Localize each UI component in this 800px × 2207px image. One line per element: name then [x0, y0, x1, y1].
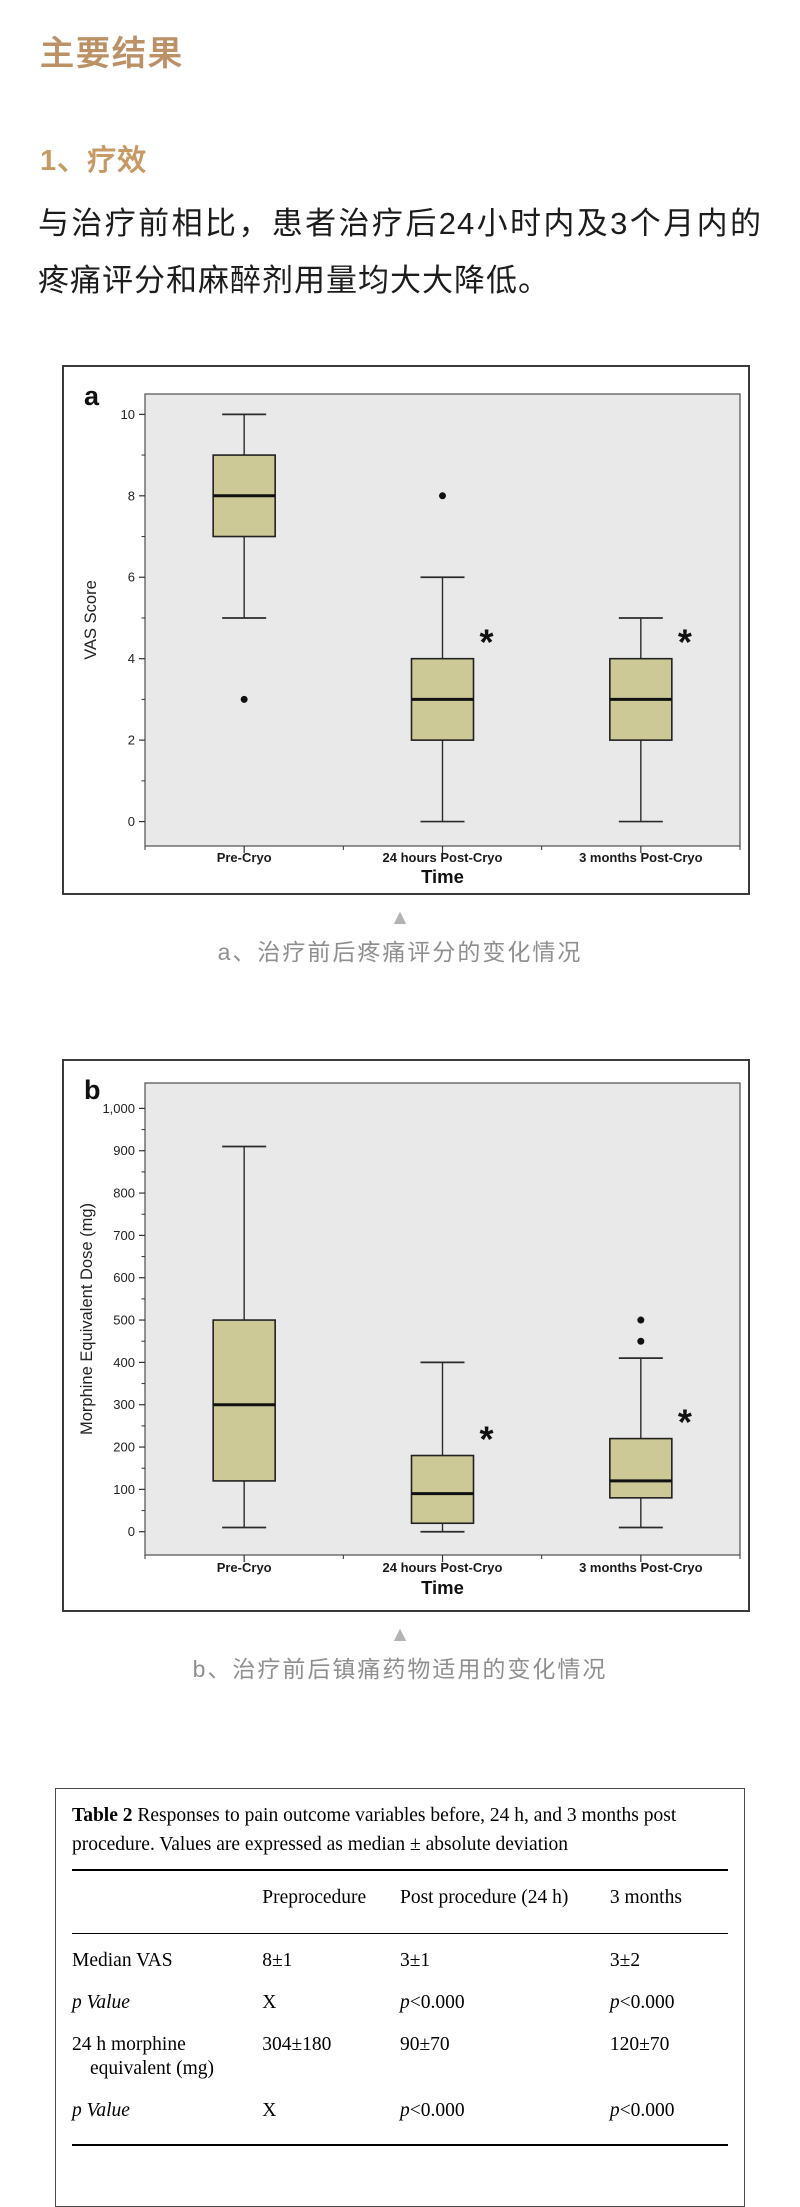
subsection-title: 1、疗效 [40, 145, 148, 177]
svg-text:*: * [479, 1419, 493, 1460]
svg-text:*: * [678, 622, 692, 663]
table-header-cell: 3 months [609, 1887, 682, 1908]
table-header-cell: Preprocedure [262, 1887, 367, 1908]
svg-text:Time: Time [421, 1577, 464, 1598]
svg-text:Pre-Cryo: Pre-Cryo [217, 850, 272, 865]
svg-text:200: 200 [113, 1440, 135, 1455]
svg-text:Morphine Equivalent Dose (mg): Morphine Equivalent Dose (mg) [78, 1203, 96, 1435]
table-bottom-space [72, 2146, 728, 2190]
table-row-label: Median VAS [72, 1950, 173, 1971]
svg-text:600: 600 [113, 1270, 135, 1285]
table-cell: 304±180 [262, 2034, 332, 2055]
table-row: 24 h morphine equivalent (mg) 304±180 90±7… [72, 2024, 728, 2090]
svg-text:6: 6 [128, 570, 135, 585]
svg-text:24 hours Post-Cryo: 24 hours Post-Cryo [383, 850, 503, 865]
boxplot-canvas-a: a VAS Score 0 2 4 6 8 10 Pre-Cryo 24 hours Post-C… [82, 381, 741, 887]
figure-b-boxplot: b Morphine Equivalent Dose (mg) 0 100 200 300… [62, 1059, 750, 1612]
svg-text:300: 300 [113, 1397, 135, 1412]
table-row-label: 24 h morphine equivalent (mg) [72, 2034, 214, 2079]
svg-text:1,000: 1,000 [102, 1101, 135, 1116]
table-row: Median VAS 8±1 3±1 3±2 [72, 1940, 728, 1982]
svg-text:0: 0 [128, 814, 135, 829]
table-cell: p<0.000 [399, 2100, 465, 2121]
svg-text:Time: Time [421, 866, 464, 887]
figure-b-caption: b、治疗前后镇痛药物适用的变化情况 [192, 1656, 608, 1682]
table-top-rule [72, 1869, 728, 1871]
svg-text:500: 500 [113, 1313, 135, 1328]
table-header-cell [72, 1887, 262, 1909]
table-row-label: p Value [72, 2100, 130, 2121]
svg-text:*: * [479, 622, 493, 663]
body-paragraph: 与治疗前相比，患者治疗后24小时内及3个月内的疼痛评分和麻醉剂用量均大大降低。 [38, 206, 762, 298]
table-cell: 8±1 [262, 1950, 293, 1971]
table-row-label: p Value [72, 1992, 130, 2013]
figure-a-caption: a、治疗前后疼痛评分的变化情况 [217, 939, 583, 965]
svg-text:Pre-Cryo: Pre-Cryo [217, 1560, 272, 1575]
svg-text:2: 2 [128, 733, 135, 748]
table-header-rule [72, 1933, 728, 1934]
section-title: 主要结果 [40, 34, 184, 74]
table-header-row: Preprocedure Post procedure (24 h) 3 month… [72, 1871, 728, 1923]
table-caption: Table 2 Responses to pain outcome variab… [72, 1801, 728, 1859]
table-cell: 3±1 [399, 1950, 431, 1971]
svg-text:VAS Score: VAS Score [82, 580, 100, 659]
table-cell: X [262, 1992, 277, 2013]
table-caption-text: Responses to pain outcome variables befo… [72, 1805, 677, 1855]
svg-text:700: 700 [113, 1228, 135, 1243]
svg-text:*: * [678, 1402, 692, 1443]
table-2: Table 2 Responses to pain outcome variab… [55, 1788, 745, 2207]
table-cell: p<0.000 [399, 1992, 465, 2013]
table-caption-number: Table 2 [72, 1805, 133, 1826]
svg-text:0: 0 [128, 1524, 135, 1539]
figure-a-boxplot: a VAS Score 0 2 4 6 8 10 Pre-Cryo 24 hours Post-C… [62, 365, 750, 895]
table-cell: 3±2 [609, 1950, 641, 1971]
svg-text:a: a [84, 381, 100, 411]
table-cell: p<0.000 [609, 1992, 675, 2013]
table-cell: X [262, 2100, 277, 2121]
table-cell: 120±70 [609, 2034, 670, 2055]
up-triangle-marker-b: ▲ [389, 1623, 411, 1646]
svg-text:24 hours Post-Cryo: 24 hours Post-Cryo [383, 1560, 503, 1575]
svg-text:8: 8 [128, 488, 135, 503]
svg-text:900: 900 [113, 1143, 135, 1158]
svg-text:4: 4 [128, 651, 135, 666]
svg-text:100: 100 [113, 1482, 135, 1497]
table-header-cell: Post procedure (24 h) [399, 1887, 569, 1908]
up-triangle-marker-a: ▲ [389, 906, 411, 929]
table-cell: 90±70 [399, 2034, 450, 2055]
svg-text:b: b [84, 1075, 101, 1105]
table-cell: p<0.000 [609, 2100, 675, 2121]
svg-text:3 months Post-Cryo: 3 months Post-Cryo [579, 1560, 703, 1575]
svg-text:3 months Post-Cryo: 3 months Post-Cryo [579, 850, 703, 865]
boxplot-canvas-b: b Morphine Equivalent Dose (mg) 0 100 200 300… [78, 1075, 741, 1598]
svg-text:800: 800 [113, 1186, 135, 1201]
svg-text:400: 400 [113, 1355, 135, 1370]
svg-text:10: 10 [121, 407, 135, 422]
